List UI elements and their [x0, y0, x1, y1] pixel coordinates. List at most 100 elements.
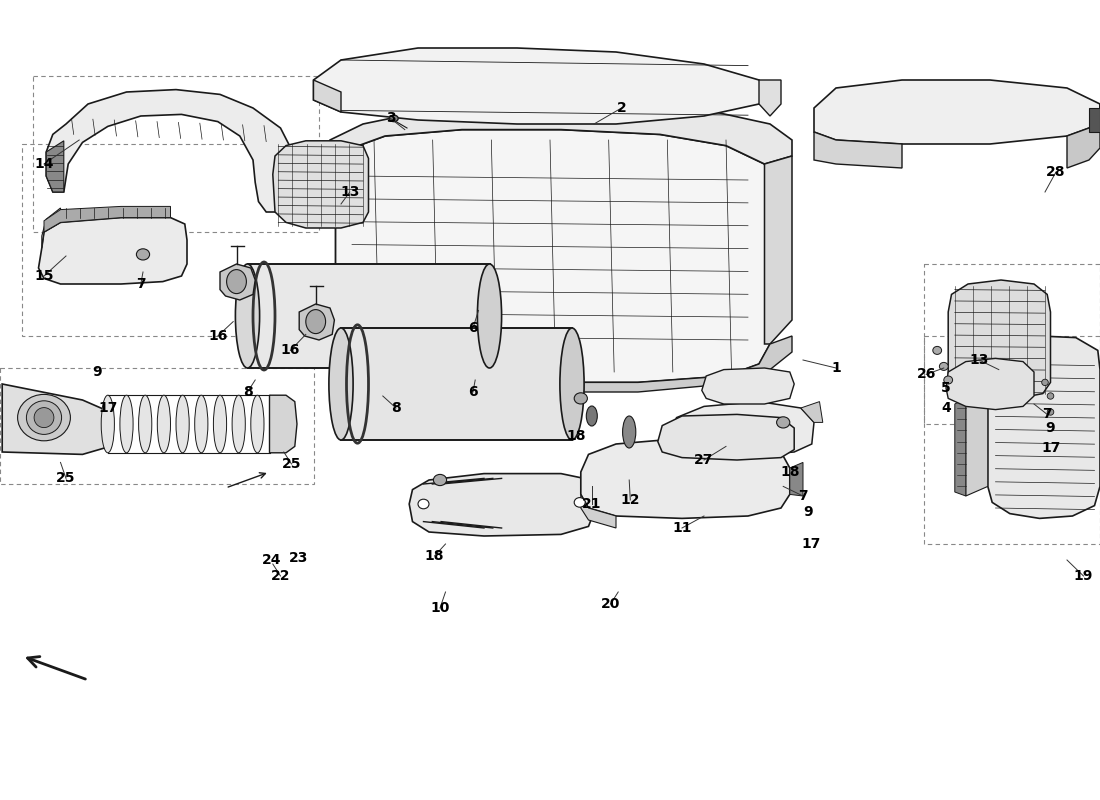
- Text: 25: 25: [282, 457, 301, 471]
- Bar: [22, 144, 363, 336]
- Ellipse shape: [157, 395, 170, 453]
- Text: 6: 6: [469, 385, 477, 399]
- Ellipse shape: [777, 417, 790, 428]
- Bar: [396, 144, 748, 336]
- Ellipse shape: [120, 395, 133, 453]
- Text: 17: 17: [1042, 441, 1062, 455]
- Text: 26: 26: [916, 367, 936, 382]
- Text: 1: 1: [832, 361, 840, 375]
- Polygon shape: [946, 358, 1034, 410]
- Text: 17: 17: [98, 401, 118, 415]
- Ellipse shape: [1042, 379, 1048, 386]
- Polygon shape: [814, 80, 1100, 144]
- Ellipse shape: [418, 499, 429, 509]
- Polygon shape: [314, 80, 341, 112]
- Text: 6: 6: [469, 321, 477, 335]
- Text: 2: 2: [617, 101, 626, 115]
- Polygon shape: [702, 368, 794, 404]
- Ellipse shape: [939, 362, 948, 370]
- Polygon shape: [790, 462, 803, 496]
- Polygon shape: [39, 218, 187, 284]
- Text: 11: 11: [672, 521, 692, 535]
- Text: 18: 18: [780, 465, 800, 479]
- Ellipse shape: [139, 395, 152, 453]
- Bar: [924, 264, 1100, 424]
- Polygon shape: [42, 208, 60, 248]
- Ellipse shape: [176, 395, 189, 453]
- Text: 14: 14: [34, 157, 54, 171]
- Ellipse shape: [477, 264, 502, 368]
- Text: 13: 13: [340, 185, 360, 199]
- Polygon shape: [270, 395, 297, 453]
- Text: 21: 21: [582, 497, 602, 511]
- Text: 16: 16: [280, 343, 300, 358]
- Ellipse shape: [574, 498, 585, 507]
- Polygon shape: [988, 336, 1100, 518]
- Ellipse shape: [195, 395, 208, 453]
- Ellipse shape: [101, 395, 114, 453]
- Ellipse shape: [433, 474, 447, 486]
- Polygon shape: [764, 156, 792, 344]
- Text: 13: 13: [969, 353, 989, 367]
- Text: 9: 9: [1046, 421, 1055, 435]
- Polygon shape: [966, 390, 988, 496]
- Text: 16: 16: [208, 329, 228, 343]
- Bar: [924, 336, 1100, 544]
- Polygon shape: [46, 90, 297, 212]
- Ellipse shape: [560, 328, 584, 440]
- Polygon shape: [314, 48, 770, 124]
- Text: 4: 4: [942, 401, 950, 415]
- Polygon shape: [324, 336, 792, 392]
- Text: 9: 9: [92, 365, 101, 379]
- Ellipse shape: [586, 406, 597, 426]
- Text: 9: 9: [804, 505, 813, 519]
- Ellipse shape: [227, 270, 246, 294]
- Polygon shape: [409, 474, 596, 536]
- Polygon shape: [759, 80, 781, 116]
- Polygon shape: [1089, 108, 1100, 132]
- Text: 8: 8: [243, 385, 252, 399]
- Text: 12: 12: [620, 493, 640, 507]
- Polygon shape: [948, 280, 1050, 398]
- Polygon shape: [581, 494, 616, 528]
- Text: 17: 17: [801, 537, 821, 551]
- Ellipse shape: [933, 346, 942, 354]
- Bar: [33, 76, 319, 232]
- Text: 27: 27: [694, 453, 714, 467]
- Ellipse shape: [1047, 409, 1054, 415]
- Ellipse shape: [389, 115, 398, 122]
- Polygon shape: [319, 106, 792, 168]
- Polygon shape: [801, 402, 823, 422]
- Polygon shape: [814, 132, 902, 168]
- Ellipse shape: [213, 395, 227, 453]
- Polygon shape: [658, 414, 794, 460]
- Ellipse shape: [329, 328, 353, 440]
- Ellipse shape: [306, 310, 326, 334]
- Text: 7: 7: [136, 277, 145, 291]
- Text: 7: 7: [1043, 407, 1052, 422]
- Polygon shape: [46, 141, 64, 192]
- Text: 23: 23: [288, 551, 308, 566]
- Ellipse shape: [944, 376, 953, 384]
- Polygon shape: [273, 141, 368, 228]
- Ellipse shape: [26, 401, 62, 434]
- Text: 8: 8: [392, 401, 400, 415]
- Polygon shape: [955, 398, 966, 496]
- Text: 20: 20: [601, 597, 620, 611]
- Text: 25: 25: [56, 471, 76, 486]
- Ellipse shape: [623, 416, 636, 448]
- Text: 28: 28: [1046, 165, 1066, 179]
- Ellipse shape: [251, 395, 264, 453]
- Ellipse shape: [235, 264, 260, 368]
- Polygon shape: [2, 384, 108, 454]
- Text: 18: 18: [566, 429, 586, 443]
- Polygon shape: [341, 328, 572, 440]
- Text: 3: 3: [386, 111, 395, 126]
- Ellipse shape: [232, 395, 245, 453]
- Text: 19: 19: [1074, 569, 1093, 583]
- Polygon shape: [336, 130, 770, 382]
- Bar: [0, 368, 314, 484]
- Polygon shape: [248, 264, 490, 368]
- Text: 5: 5: [942, 381, 950, 395]
- Ellipse shape: [574, 393, 587, 404]
